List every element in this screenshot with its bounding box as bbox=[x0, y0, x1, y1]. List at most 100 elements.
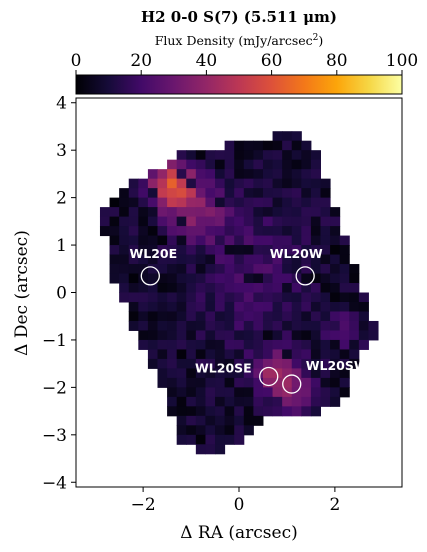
heatmap-cell bbox=[186, 387, 197, 398]
heatmap-cell bbox=[349, 264, 360, 275]
heatmap-cell bbox=[147, 330, 158, 341]
heatmap-cell bbox=[282, 330, 293, 341]
heatmap-cell bbox=[167, 197, 178, 208]
heatmap-cell bbox=[310, 207, 321, 218]
x-tick-label: 0 bbox=[234, 495, 245, 515]
heatmap-cell bbox=[205, 444, 216, 455]
heatmap-cell bbox=[224, 159, 235, 170]
heatmap-cell bbox=[320, 245, 331, 256]
heatmap-cell bbox=[215, 406, 226, 417]
heatmap-cell bbox=[128, 216, 139, 227]
heatmap-cell bbox=[224, 283, 235, 293]
heatmap-cell bbox=[339, 377, 350, 388]
heatmap-cell bbox=[310, 254, 321, 265]
heatmap-cell bbox=[176, 396, 187, 407]
heatmap-cell bbox=[138, 264, 149, 275]
heatmap-cell bbox=[282, 188, 293, 199]
heatmap-cell bbox=[138, 178, 149, 189]
heatmap-cell bbox=[109, 254, 120, 265]
heatmap-cell bbox=[167, 311, 178, 322]
heatmap-cell bbox=[234, 339, 245, 350]
heatmap-cell bbox=[310, 159, 321, 170]
heatmap-cell bbox=[128, 226, 139, 237]
heatmap-cell bbox=[310, 330, 321, 341]
heatmap-cell bbox=[301, 330, 312, 341]
heatmap-cell bbox=[330, 311, 341, 322]
heatmap-cell bbox=[215, 415, 226, 426]
heatmap-cell bbox=[320, 207, 331, 218]
heatmap-cell bbox=[157, 188, 168, 199]
heatmap-cell bbox=[358, 301, 369, 312]
heatmap-cell bbox=[167, 226, 178, 237]
heatmap-cell bbox=[138, 301, 149, 312]
heatmap-cell bbox=[224, 178, 235, 189]
heatmap-cell bbox=[243, 216, 254, 227]
heatmap-cell bbox=[176, 377, 187, 388]
heatmap-cell bbox=[320, 368, 331, 379]
heatmap-cell bbox=[339, 235, 350, 246]
heatmap-cell bbox=[205, 387, 216, 398]
heatmap-cell bbox=[176, 264, 187, 275]
heatmap-cell bbox=[301, 368, 312, 379]
heatmap-cell bbox=[253, 216, 264, 227]
heatmap-cell bbox=[99, 226, 111, 237]
heatmap-cell bbox=[282, 396, 293, 407]
y-tick-label: −1 bbox=[42, 331, 67, 351]
heatmap-cell bbox=[234, 207, 245, 218]
heatmap-cell bbox=[320, 178, 331, 189]
heatmap-cell bbox=[320, 216, 331, 227]
heatmap-cell bbox=[262, 188, 274, 199]
heatmap-cell bbox=[167, 406, 178, 417]
heatmap-cell bbox=[224, 330, 235, 341]
heatmap-cell bbox=[215, 197, 226, 208]
source-label-wl20se: WL20SE bbox=[195, 360, 252, 375]
heatmap-cell bbox=[234, 283, 245, 293]
heatmap-cell bbox=[320, 349, 331, 360]
heatmap-cell bbox=[215, 387, 226, 398]
heatmap-cell bbox=[253, 254, 264, 265]
heatmap-cell bbox=[349, 349, 360, 360]
heatmap-cell bbox=[349, 273, 360, 284]
heatmap-cell bbox=[215, 444, 226, 455]
heatmap-cell bbox=[272, 349, 283, 360]
heatmap-cell bbox=[186, 245, 197, 256]
heatmap-cell bbox=[215, 349, 226, 360]
heatmap-cell bbox=[243, 415, 254, 426]
heatmap-cell bbox=[176, 178, 187, 189]
heatmap-cell bbox=[157, 283, 168, 293]
heatmap-cell bbox=[186, 377, 197, 388]
heatmap-cell bbox=[291, 292, 302, 303]
heatmap-cell bbox=[272, 235, 283, 246]
heatmap-cell bbox=[224, 377, 235, 388]
y-tick-label: −3 bbox=[42, 426, 67, 446]
heatmap-cell bbox=[234, 377, 245, 388]
source-marker-wl20w bbox=[295, 266, 315, 286]
heatmap-cell bbox=[253, 349, 264, 360]
heatmap-cell bbox=[291, 131, 302, 142]
heatmap-cell bbox=[224, 406, 235, 417]
heatmap-cell bbox=[195, 330, 206, 341]
heatmap-cell bbox=[243, 349, 254, 360]
heatmap-cell bbox=[291, 311, 302, 322]
heatmap-cell bbox=[215, 159, 226, 170]
heatmap-cell bbox=[330, 330, 341, 341]
heatmap-cell bbox=[224, 207, 235, 218]
heatmap-cell bbox=[157, 301, 168, 312]
heatmap-cell bbox=[176, 406, 187, 417]
heatmap-cell bbox=[167, 235, 178, 246]
heatmap-cell bbox=[176, 188, 187, 199]
heatmap-cell bbox=[301, 264, 312, 275]
heatmap-cell bbox=[186, 150, 197, 161]
heatmap-cell bbox=[262, 273, 274, 284]
heatmap-cell bbox=[330, 264, 341, 275]
heatmap-cell bbox=[253, 283, 264, 293]
heatmap-cell bbox=[186, 292, 197, 303]
heatmap-cell bbox=[157, 197, 168, 208]
heatmap-cell bbox=[310, 188, 321, 199]
heatmap-cell bbox=[330, 339, 341, 350]
heatmap-cell bbox=[234, 434, 245, 445]
heatmap-cell bbox=[310, 387, 321, 398]
heatmap-cell bbox=[291, 320, 302, 331]
heatmap-cell bbox=[234, 425, 245, 436]
heatmap-cell bbox=[157, 273, 168, 284]
